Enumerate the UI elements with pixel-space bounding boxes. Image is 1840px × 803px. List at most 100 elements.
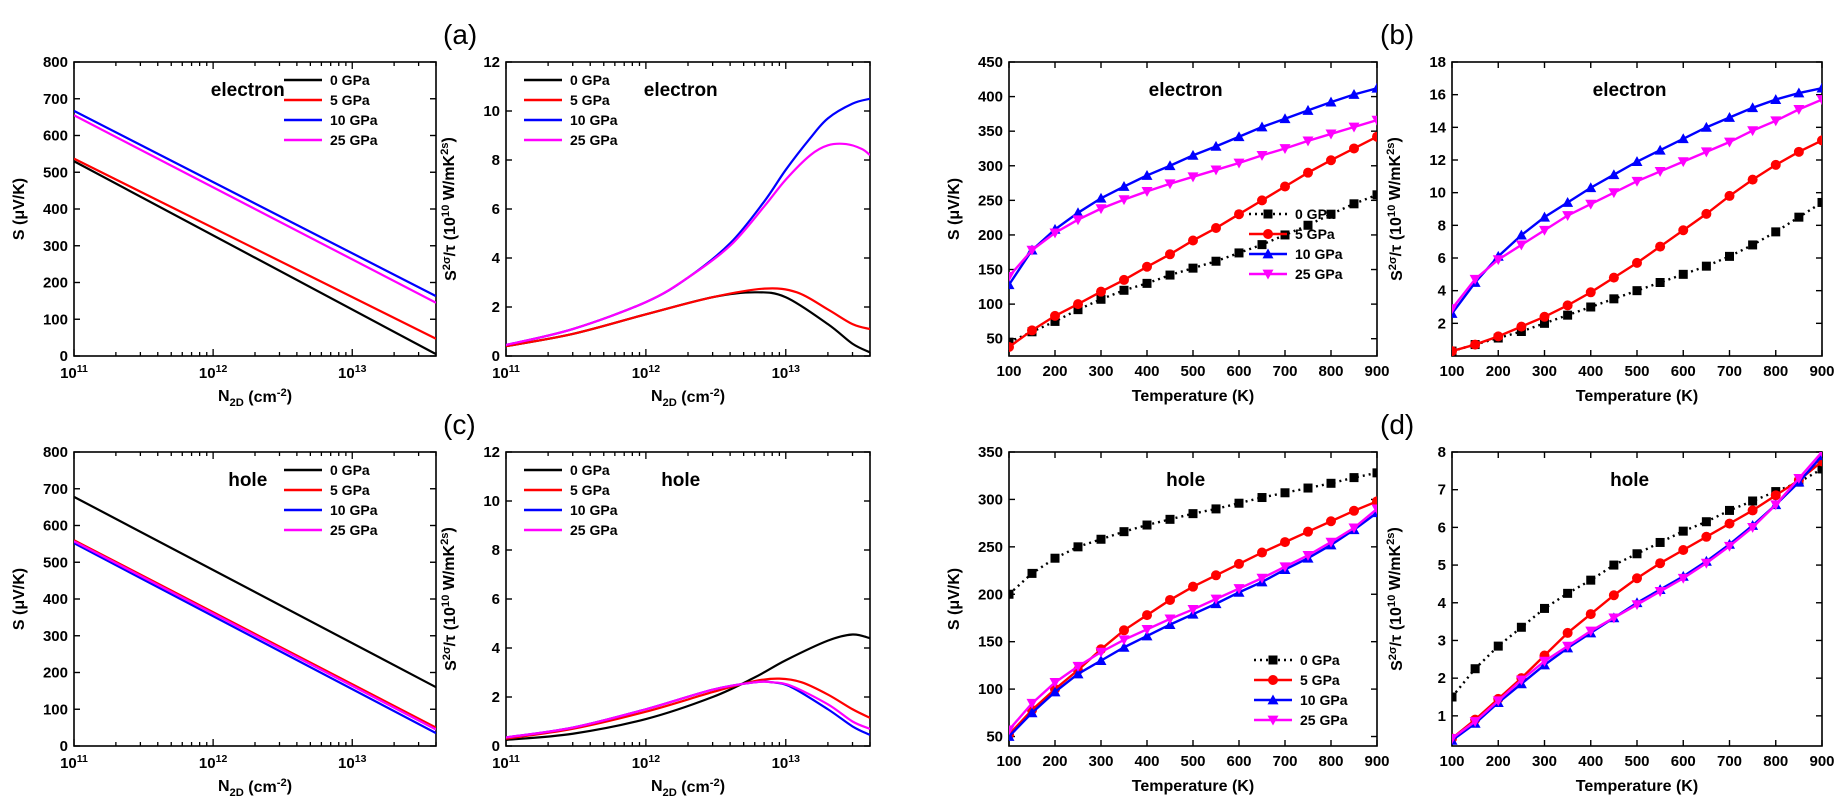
data-point [1118,635,1130,646]
x-tick-label: 600 [1226,753,1251,770]
data-point [1280,537,1290,548]
x-tick-label: 700 [1717,753,1742,770]
y-tick-label: 2 [492,299,500,316]
y-tick-label: 0 [492,738,500,755]
data-point [1654,167,1666,177]
y-axis-label: S (μV/K) [946,568,963,630]
x-tick-label: 100 [1439,753,1464,770]
data-point [1817,464,1822,474]
data-point [1655,537,1665,547]
data-point [1326,209,1336,219]
data-point [1632,549,1642,559]
y-axis-label: S2σ/τ (1010 W/mK2s) [439,137,460,281]
y-tick-label: 800 [43,444,68,461]
data-point [1119,274,1129,285]
data-point [1302,550,1314,561]
data-point [1516,321,1527,332]
data-point [1257,493,1267,503]
data-point [1493,331,1504,342]
x-tick-label: 600 [1671,363,1696,380]
data-point [1632,286,1642,296]
x-tick-label: 300 [1532,753,1557,770]
chart-title: hole [1166,470,1205,491]
data-point [1469,717,1481,727]
series-line-10-gpa [1452,86,1822,315]
legend-label: 25 GPa [1295,266,1343,282]
data-point [1233,158,1245,169]
data-point [1586,302,1596,312]
data-point [1452,346,1457,356]
legend-label: 5 GPa [330,92,370,108]
data-point [1118,641,1130,652]
data-point [1234,248,1244,258]
data-point [1095,647,1107,658]
series-line-25-gpa [74,114,436,304]
data-point [1072,661,1084,672]
legend: 0 GPa 5 GPa 10 GPa 25 GPa [284,72,378,148]
data-point [1050,310,1060,321]
y-tick-label: 3 [1438,632,1446,649]
legend-label: 25 GPa [1300,712,1348,728]
data-point [1609,560,1619,570]
data-point [1515,240,1527,251]
x-axis-label: N2D (cm-2) [651,387,725,409]
legend: 0 GPa 5 GPa 10 GPa 25 GPa [524,72,618,148]
y-tick-label: 8 [1438,217,1446,234]
data-point [1452,304,1458,315]
data-point [1096,534,1106,544]
data-point [1256,573,1268,584]
data-point [1009,725,1015,736]
data-point [1095,655,1107,666]
chart-d2: 1 2 3 4 5 6 7 8 100 200 300 400 500 600 700 800 900 Tempe… [1385,444,1835,795]
x-tick-label: 800 [1318,753,1343,770]
data-point [1724,137,1735,148]
data-point [1516,622,1526,632]
data-point [1371,115,1377,126]
legend-marker [1262,248,1274,259]
y-tick-label: 8 [492,542,500,559]
data-point [1770,159,1781,170]
x-tick-label: 500 [1624,363,1649,380]
data-point [1073,299,1083,310]
legend: 0 GPa 5 GPa 10 GPa 25 GPa [1254,652,1348,728]
data-point [1119,527,1129,537]
data-point [1348,523,1360,534]
x-tick-label: 100 [1439,363,1464,380]
chart-d1: 50 100 150 200 250 300 350 100 200 300 400 500 600 70… [946,444,1390,795]
data-point [1747,102,1759,113]
y-tick-label: 4 [492,250,501,267]
y-tick-label: 450 [978,54,1003,71]
y-tick-label: 50 [986,331,1003,348]
data-point [1632,257,1642,268]
data-point [1050,316,1060,326]
panel-label-d: (d) [1380,409,1414,440]
data-point [1608,613,1620,624]
x-tick-label: 100 [996,363,1021,380]
x-tick-label: 300 [1088,753,1113,770]
data-point [1210,165,1222,176]
x-tick-label: 400 [1578,753,1603,770]
data-point [1818,452,1822,458]
x-tick-label: 900 [1364,363,1389,380]
data-point [1655,278,1665,287]
x-tick-label: 300 [1088,363,1113,380]
x-axis-label: Temperature (K) [1132,778,1254,795]
x-tick-label: 500 [1180,753,1205,770]
data-point [1678,545,1689,555]
data-point [1654,587,1666,597]
series-line-0-gpa [506,633,870,741]
chart-title: electron [1593,80,1667,101]
data-point [1303,167,1313,178]
panel-label-a: (a) [443,19,477,50]
data-point [1747,174,1758,185]
y-tick-label: 300 [43,628,68,645]
x-axis-label: Temperature (K) [1576,778,1698,795]
x-axis-label: N2D (cm-2) [218,387,292,409]
data-point [1009,731,1015,741]
series-line-10-gpa [506,97,870,347]
data-point [1701,517,1711,527]
chart-title: electron [211,80,285,101]
data-point [1234,209,1244,220]
